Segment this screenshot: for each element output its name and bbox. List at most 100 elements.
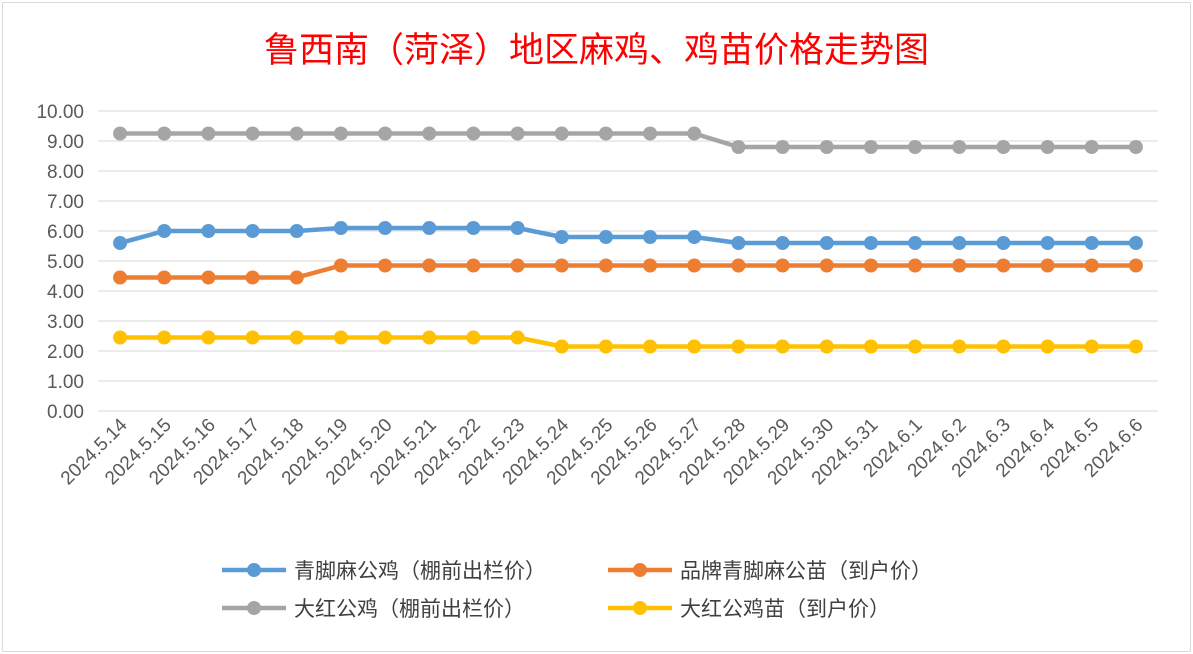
y-tick-label: 0.00 — [47, 402, 84, 423]
y-tick-label: 2.00 — [47, 342, 84, 363]
data-point — [1084, 236, 1099, 250]
data-point — [422, 330, 437, 345]
data-point — [201, 224, 216, 238]
series-group — [113, 258, 1143, 285]
data-point — [510, 221, 525, 235]
legend-marker — [247, 563, 261, 577]
y-tick-label: 6.00 — [47, 222, 84, 243]
y-tick-label: 3.00 — [47, 312, 84, 333]
data-point — [1128, 140, 1143, 154]
data-point — [113, 236, 128, 250]
data-point — [731, 339, 746, 354]
data-point — [1128, 236, 1143, 250]
legend-label: 大红公鸡（棚前出栏价） — [294, 597, 525, 621]
data-point — [157, 270, 172, 285]
data-point — [201, 126, 216, 141]
data-point — [687, 126, 702, 141]
data-point — [819, 236, 834, 250]
data-point — [996, 258, 1011, 273]
data-point — [378, 221, 393, 235]
legend-marker — [247, 601, 261, 615]
data-point — [952, 339, 967, 354]
data-point — [466, 258, 481, 273]
data-point — [422, 221, 437, 235]
data-point — [466, 221, 481, 235]
data-point — [510, 258, 525, 273]
data-point — [687, 339, 702, 354]
data-point — [245, 330, 260, 345]
data-point — [863, 339, 878, 354]
data-point — [775, 140, 790, 154]
data-point — [157, 330, 172, 345]
data-point — [643, 258, 658, 273]
data-point — [775, 258, 790, 273]
data-point — [598, 230, 613, 244]
y-tick-label: 10.00 — [36, 102, 84, 123]
data-point — [819, 258, 834, 273]
data-point — [289, 330, 304, 345]
data-point — [952, 258, 967, 273]
data-point — [1128, 258, 1143, 273]
data-point — [731, 140, 746, 154]
data-point — [466, 126, 481, 141]
data-point — [863, 258, 878, 273]
y-tick-label: 1.00 — [47, 372, 84, 393]
series-line — [120, 131, 1136, 150]
y-tick-label: 4.00 — [47, 282, 84, 303]
data-point — [113, 330, 128, 345]
data-point — [643, 339, 658, 354]
data-point — [996, 236, 1011, 250]
y-tick-label: 8.00 — [47, 162, 84, 183]
data-point — [333, 330, 348, 345]
data-point — [1040, 258, 1055, 273]
data-point — [952, 140, 967, 154]
data-point — [289, 126, 304, 141]
data-point — [1128, 339, 1143, 354]
y-tick-label: 9.00 — [47, 132, 84, 153]
data-point — [731, 236, 746, 250]
data-point — [333, 221, 348, 235]
series-line — [119, 225, 1136, 246]
series-line — [120, 335, 1136, 349]
data-point — [201, 330, 216, 345]
data-point — [422, 126, 437, 141]
data-point — [775, 339, 790, 354]
data-point — [819, 339, 834, 354]
data-point — [643, 230, 658, 244]
data-point — [1084, 258, 1099, 273]
data-point — [908, 236, 923, 250]
y-tick-label: 5.00 — [47, 252, 84, 273]
data-point — [775, 236, 790, 250]
data-point — [554, 230, 569, 244]
legend-label: 品牌青脚麻公苗（到户价） — [680, 559, 932, 583]
legend-label: 青脚麻公鸡（棚前出栏价） — [294, 559, 546, 583]
data-point — [1040, 236, 1055, 250]
data-point — [731, 258, 746, 273]
data-point — [466, 330, 481, 345]
data-point — [908, 339, 923, 354]
data-point — [1084, 140, 1099, 154]
data-point — [598, 126, 613, 141]
data-point — [554, 258, 569, 273]
data-point — [157, 224, 172, 238]
data-point — [554, 339, 569, 354]
data-point — [598, 339, 613, 354]
data-point — [378, 258, 393, 273]
legend-marker — [633, 563, 647, 577]
data-point — [378, 126, 393, 141]
data-point — [113, 126, 128, 141]
data-point — [687, 230, 702, 244]
data-point — [289, 270, 304, 285]
series-line — [120, 263, 1136, 280]
data-point — [510, 330, 525, 345]
data-point — [1084, 339, 1099, 354]
data-point — [289, 224, 304, 238]
data-point — [863, 140, 878, 154]
data-point — [996, 140, 1011, 154]
data-point — [687, 258, 702, 273]
data-point — [113, 270, 128, 285]
data-point — [908, 258, 923, 273]
chart-title: 鲁西南（菏泽）地区麻鸡、鸡苗价格走势图 — [263, 31, 929, 71]
legend-marker — [633, 601, 647, 615]
